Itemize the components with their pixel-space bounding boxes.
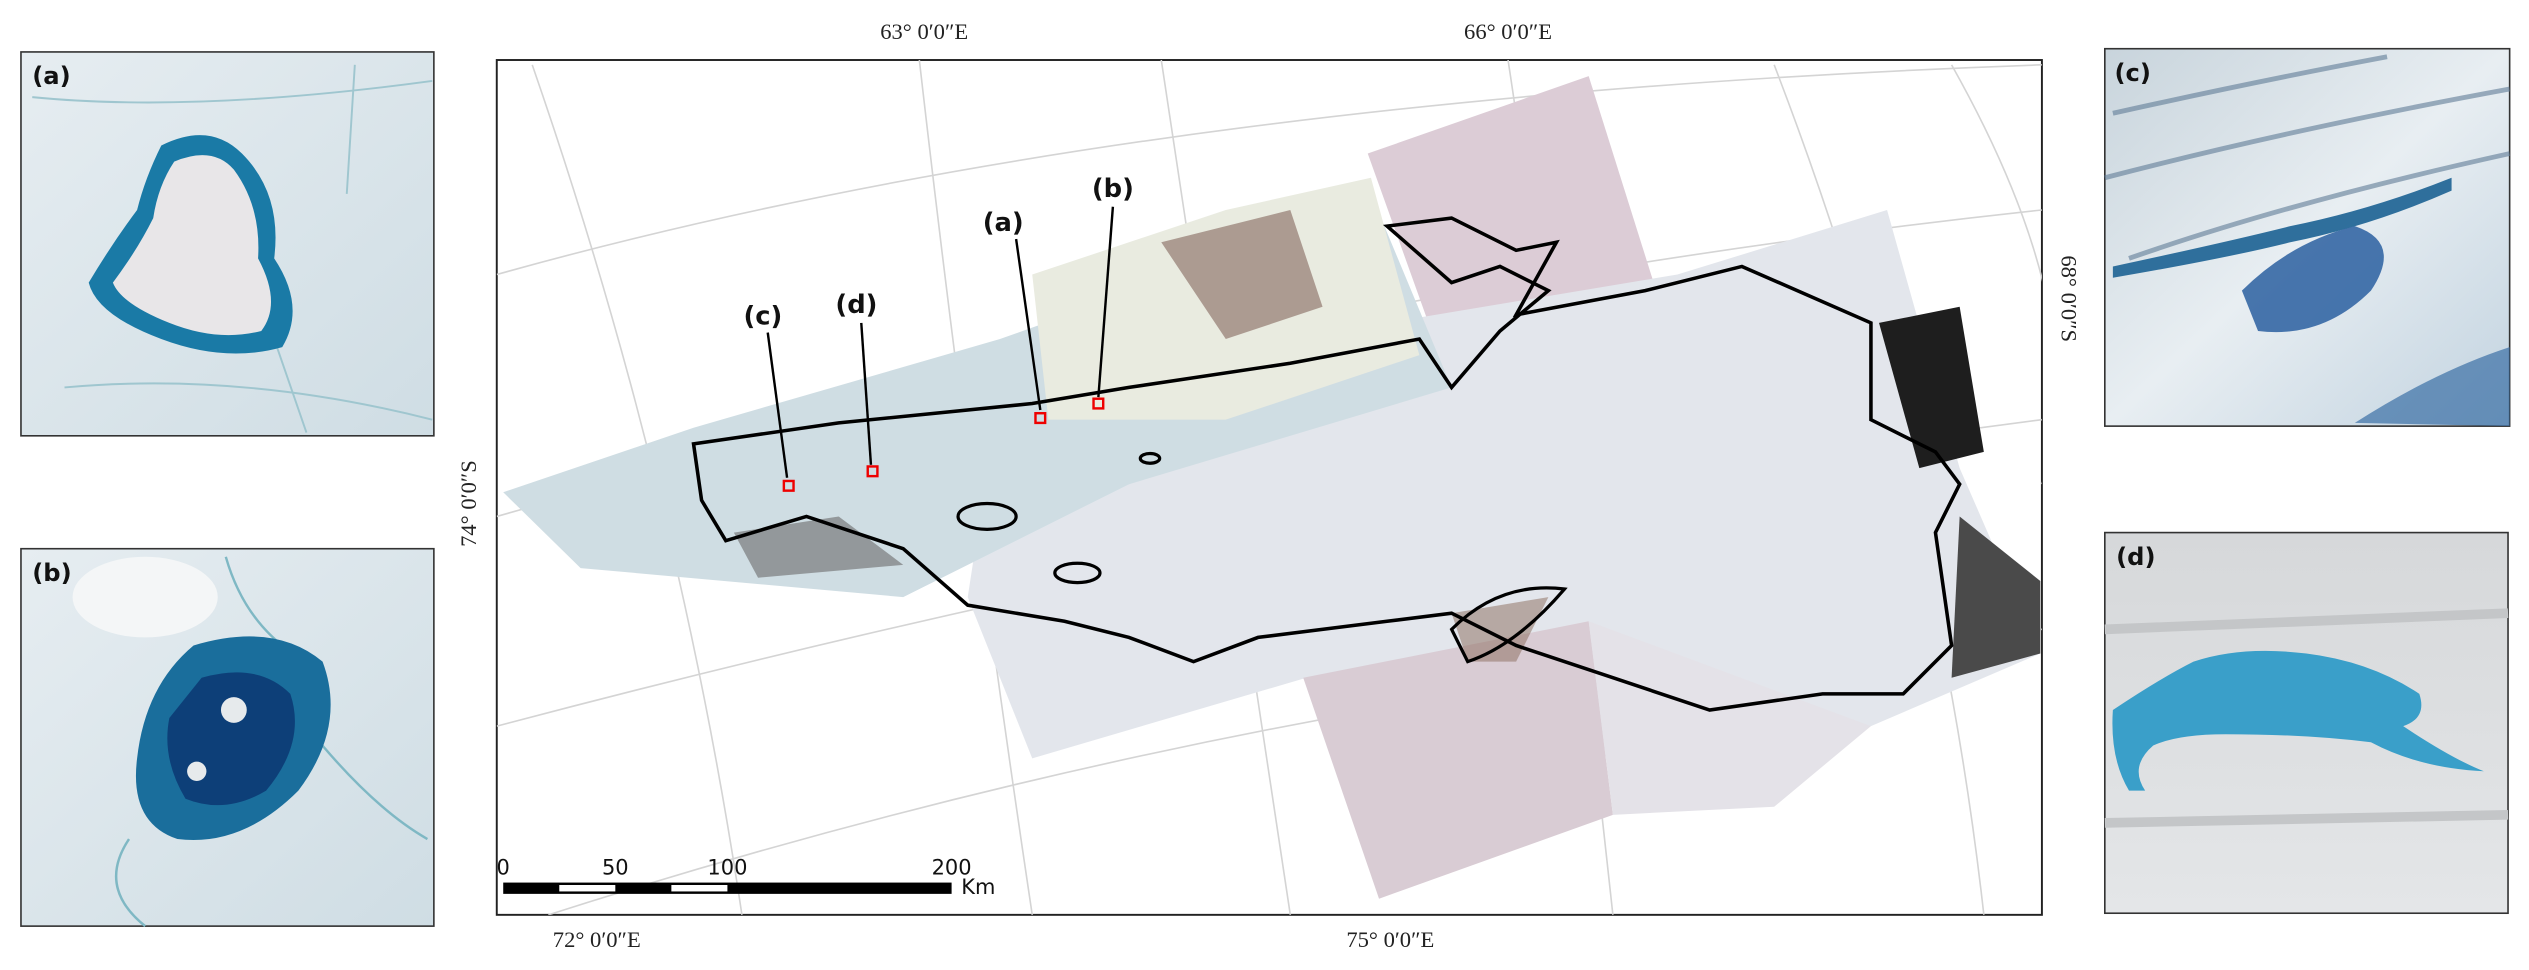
map-shape xyxy=(1053,561,1102,585)
callout-label: (d) xyxy=(835,290,877,320)
graticule-label: 63° 0′0″E xyxy=(880,19,968,44)
image-tiles xyxy=(503,76,2041,899)
callout-label: (a) xyxy=(983,208,1024,238)
panel-c: (c) xyxy=(2104,47,2511,427)
map-shape xyxy=(1449,586,1568,664)
callout-label: (c) xyxy=(743,302,782,332)
graticule-label: 68° 0′0″S xyxy=(2056,255,2081,342)
callout-label: (b) xyxy=(1092,174,1134,204)
scale-bar-label: 100 xyxy=(707,856,747,880)
scale-bar-segment xyxy=(559,884,616,892)
map-shape xyxy=(2354,347,2510,427)
panel-label: (c) xyxy=(2114,59,2150,87)
map-shape xyxy=(1138,451,1162,465)
graticule-label: 66° 0′0″E xyxy=(1464,19,1552,44)
scale-bar-unit: Km xyxy=(961,875,995,899)
map-shape xyxy=(187,761,207,781)
map-shape xyxy=(956,501,1018,531)
map-shape xyxy=(860,322,873,465)
map-shape xyxy=(1451,597,1549,662)
callouts xyxy=(766,206,1115,478)
map-shape xyxy=(1951,516,2041,678)
panel-label: (d) xyxy=(2116,543,2155,571)
map-shape xyxy=(1588,621,1871,815)
map-shape xyxy=(1097,206,1115,398)
panel-label: (b) xyxy=(32,559,71,587)
map-shape xyxy=(2241,226,2384,333)
map-shape xyxy=(72,556,218,638)
graticule-label: 75° 0′0″E xyxy=(1346,927,1434,952)
map-shape xyxy=(1303,621,1613,899)
panel-a: (a) xyxy=(20,51,435,437)
panel-b: (b) xyxy=(20,547,435,928)
map-shape xyxy=(2112,650,2484,791)
scale-bar-label: 200 xyxy=(932,856,972,880)
map-shape xyxy=(220,697,247,723)
map-shape xyxy=(782,479,795,492)
site-markers xyxy=(782,397,1105,492)
map-shape xyxy=(112,155,272,336)
map-shape xyxy=(866,465,879,478)
map-shape xyxy=(1092,397,1105,410)
graticule-label: 72° 0′0″E xyxy=(553,927,641,952)
map-shape xyxy=(2104,608,2509,828)
map-shape xyxy=(2112,177,2452,278)
map-shape xyxy=(32,64,433,433)
scale-bar-label: 50 xyxy=(602,856,629,880)
scale-bar-segment xyxy=(671,884,728,892)
graticule-label: 74° 0′0″S xyxy=(456,460,481,547)
map-shape xyxy=(1879,306,1984,469)
islands xyxy=(956,451,1568,664)
map-shape xyxy=(733,516,904,578)
map-body xyxy=(496,60,2042,915)
scale-bar-label: 0 xyxy=(497,856,510,880)
map-shape xyxy=(1014,238,1042,411)
panel-d: (d) xyxy=(2104,531,2509,915)
map-shape xyxy=(1950,64,2042,485)
map: 63° 0′0″E 66° 0′0″E 72° 0′0″E 75° 0′0″E … xyxy=(456,19,2081,952)
map-shape xyxy=(1161,210,1323,340)
map-shape xyxy=(766,332,789,478)
map-shape xyxy=(2104,54,2511,261)
panel-label: (a) xyxy=(32,62,70,90)
map-shape xyxy=(1034,412,1047,425)
ice-shelf-outline xyxy=(691,216,1962,712)
map-shape xyxy=(496,64,2042,276)
